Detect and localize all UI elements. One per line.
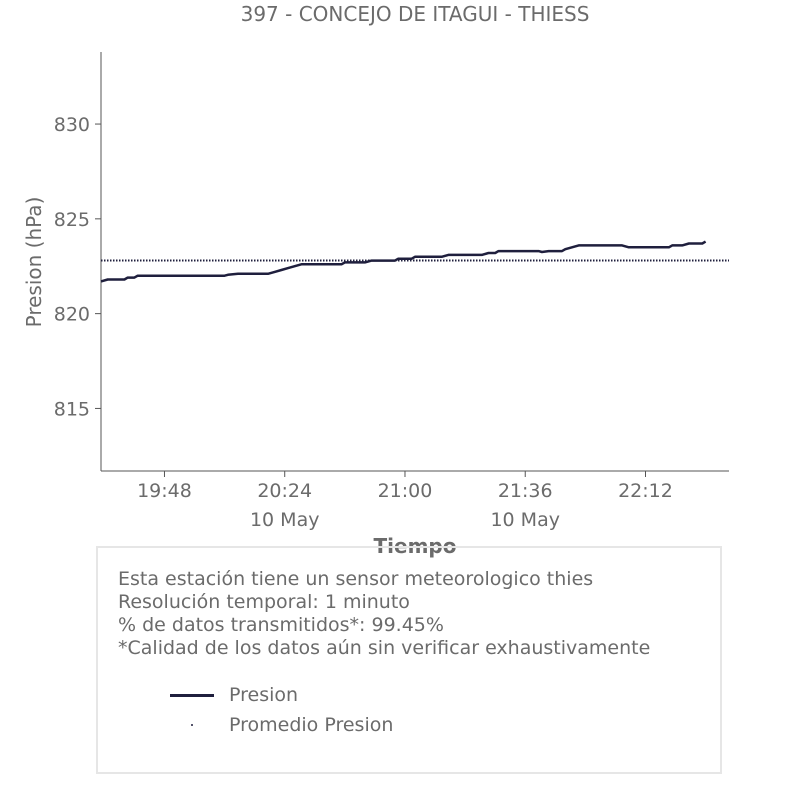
y-tick-label: 825: [54, 209, 90, 231]
x-tick-sublabel: 10 May: [490, 509, 560, 531]
x-tick-label: 21:36: [498, 480, 553, 502]
legend-label-promedio: Promedio Presion: [229, 714, 394, 736]
legend-dot-swatch: [170, 710, 214, 740]
x-tick-label: 20:24: [257, 480, 312, 502]
legend-line-swatch: [170, 680, 214, 710]
plot-area: 815 820 825 830 19:48 20:24 10 May 21:00 21:36 10…: [54, 52, 729, 531]
info-line-resolution: Resolución temporal: 1 minuto: [118, 591, 410, 613]
legend-item-promedio: Promedio Presion: [170, 710, 393, 740]
x-tick-label: 21:00: [378, 480, 433, 502]
y-tick-label: 815: [54, 398, 90, 420]
x-tick-sublabel: 10 May: [250, 509, 320, 531]
chart-title: 397 - CONCEJO DE ITAGUI - THIESS: [241, 2, 590, 26]
y-axis-label: Presion (hPa): [22, 197, 46, 328]
y-tick-label: 830: [54, 114, 90, 136]
info-text: Esta estación tiene un sensor meteorolog…: [118, 568, 650, 660]
x-tick-label: 19:48: [137, 480, 192, 502]
legend: Presion Promedio Presion: [170, 680, 393, 740]
info-line-data-percent: % de datos transmitidos*: 99.45%: [118, 614, 444, 636]
info-line-sensor: Esta estación tiene un sensor meteorolog…: [118, 568, 594, 590]
legend-item-presion: Presion: [170, 680, 393, 710]
series-line-presion: [100, 240, 707, 283]
info-line-quality-note: *Calidad de los datos aún sin verificar …: [118, 637, 651, 659]
y-tick-label: 820: [54, 304, 90, 326]
info-box: Esta estación tiene un sensor meteorolog…: [96, 546, 722, 774]
legend-label-presion: Presion: [229, 684, 299, 706]
x-tick-label: 22:12: [618, 480, 673, 502]
